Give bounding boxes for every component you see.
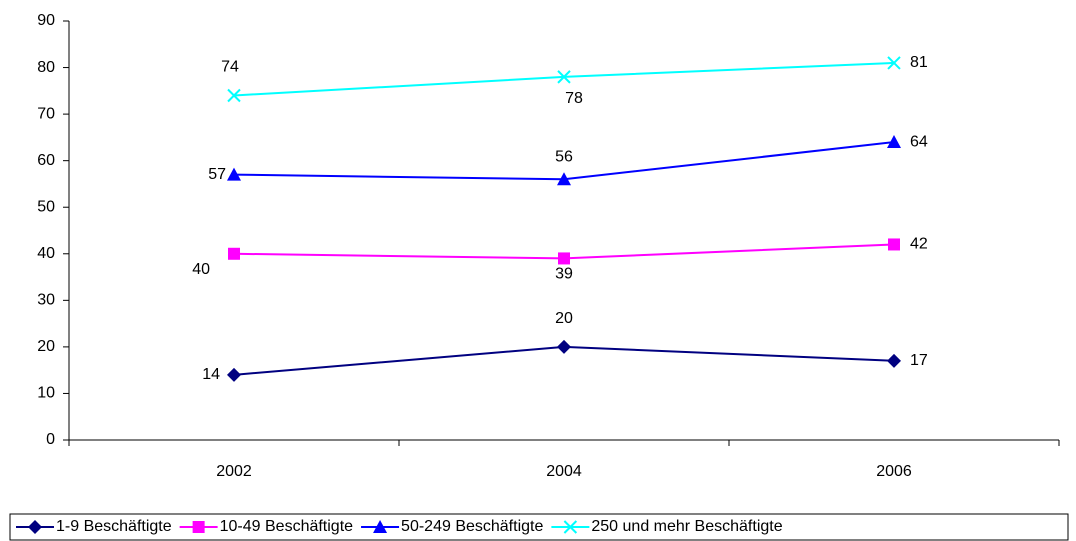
marker [228, 247, 240, 260]
marker [887, 353, 901, 368]
marker [557, 339, 571, 354]
marker [563, 520, 578, 534]
legend-label: 250 und mehr Beschäftigte [591, 518, 782, 535]
data-label: 42 [910, 236, 928, 253]
data-label: 78 [565, 90, 583, 107]
y-tick-label: 60 [37, 152, 55, 169]
y-tick-label: 30 [37, 292, 55, 309]
marker [887, 135, 901, 149]
marker [558, 252, 570, 265]
legend-label: 50-249 Beschäftigte [401, 518, 543, 535]
marker [227, 88, 241, 103]
data-label: 74 [221, 59, 239, 76]
data-label: 39 [555, 266, 573, 283]
y-tick-label: 50 [37, 198, 55, 215]
marker [887, 56, 901, 70]
y-tick-label: 90 [37, 12, 55, 29]
legend-box [9, 513, 1069, 541]
data-label: 40 [192, 261, 210, 278]
data-label: 57 [208, 166, 226, 183]
legend-label: 10-49 Beschäftigte [220, 518, 354, 535]
x-tick-label: 2006 [876, 463, 912, 480]
marker [227, 367, 241, 382]
marker [227, 167, 241, 181]
y-tick-label: 20 [37, 338, 55, 355]
series-line [233, 61, 895, 97]
y-tick-label: 70 [37, 105, 55, 122]
y-tick-label: 40 [37, 245, 55, 262]
marker [557, 172, 571, 186]
marker [888, 238, 900, 251]
data-label: 17 [910, 352, 928, 369]
marker [28, 520, 42, 534]
data-label: 20 [555, 310, 573, 327]
x-tick-label: 2004 [546, 463, 582, 480]
data-label: 64 [910, 133, 928, 150]
data-label: 14 [202, 366, 220, 383]
y-tick-label: 10 [37, 385, 55, 402]
data-label: 81 [910, 54, 928, 71]
marker [557, 70, 571, 84]
legend-label: 1-9 Beschäftigte [56, 518, 172, 535]
marker [373, 520, 388, 533]
data-label: 56 [555, 149, 573, 166]
x-tick-label: 2002 [216, 463, 252, 480]
marker [192, 521, 205, 533]
y-tick-label: 80 [37, 59, 55, 76]
y-tick-label: 0 [46, 431, 55, 448]
